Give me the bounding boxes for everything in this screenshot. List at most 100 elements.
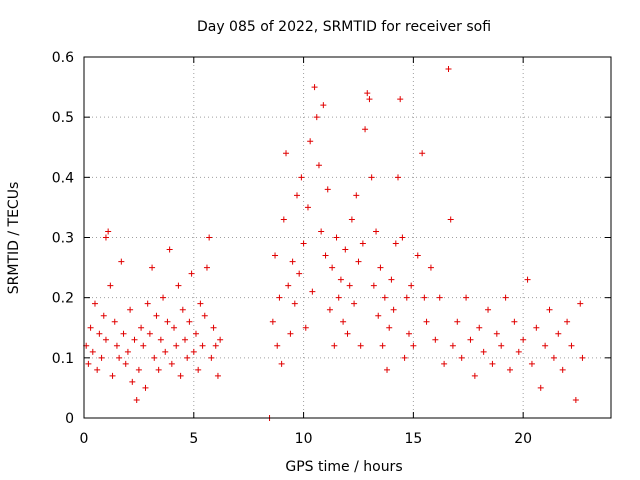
data-point <box>160 294 167 301</box>
data-point <box>164 318 171 325</box>
data-point <box>188 270 195 277</box>
data-point <box>100 312 107 319</box>
data-point <box>375 312 382 319</box>
data-point <box>155 366 162 373</box>
y-tick-label: 0.2 <box>52 291 74 307</box>
data-point <box>550 354 557 361</box>
y-tick-label: 0.4 <box>52 170 74 186</box>
data-point <box>388 276 395 283</box>
data-point <box>272 252 279 259</box>
data-point <box>203 264 210 271</box>
data-point <box>89 348 96 355</box>
data-point <box>179 306 186 313</box>
data-point <box>337 276 344 283</box>
y-tick-label: 0 <box>65 411 74 427</box>
data-point <box>506 366 513 373</box>
data-point <box>577 300 584 307</box>
data-point <box>390 306 397 313</box>
data-point <box>421 294 428 301</box>
data-point <box>502 294 509 301</box>
data-point <box>520 336 527 343</box>
data-point <box>445 66 452 73</box>
data-point <box>405 330 412 337</box>
data-point <box>208 354 215 361</box>
data-point <box>498 342 505 349</box>
data-point <box>190 348 197 355</box>
data-point <box>370 282 377 289</box>
data-point <box>157 336 164 343</box>
data-point <box>133 396 140 403</box>
data-point <box>333 234 340 241</box>
y-axis-label: SRMTID / TECUs <box>6 182 22 295</box>
data-point <box>579 354 586 361</box>
data-point <box>85 360 92 367</box>
data-point <box>366 96 373 103</box>
data-point <box>304 204 311 211</box>
data-point <box>120 330 127 337</box>
data-point <box>357 342 364 349</box>
data-point <box>212 342 219 349</box>
data-point <box>214 372 221 379</box>
data-point <box>285 282 292 289</box>
data-point <box>441 360 448 367</box>
data-point <box>362 126 369 133</box>
data-point <box>102 234 109 241</box>
data-point <box>399 234 406 241</box>
data-point <box>311 84 318 91</box>
data-point <box>278 360 285 367</box>
data-point <box>353 192 360 199</box>
data-point <box>153 312 160 319</box>
data-point <box>109 372 116 379</box>
data-point <box>127 306 134 313</box>
data-point <box>408 282 415 289</box>
data-point <box>373 228 380 235</box>
data-point <box>116 354 123 361</box>
data-point <box>467 336 474 343</box>
data-point <box>111 318 118 325</box>
data-point <box>182 336 189 343</box>
data-point <box>149 264 156 271</box>
data-point <box>113 342 120 349</box>
data-point <box>162 348 169 355</box>
data-point <box>427 264 434 271</box>
data-point <box>151 354 158 361</box>
data-point <box>436 294 443 301</box>
data-point <box>346 282 353 289</box>
plot-frame <box>83 56 612 419</box>
data-point <box>302 324 309 331</box>
data-point <box>331 342 338 349</box>
data-point <box>195 366 202 373</box>
data-point <box>124 348 131 355</box>
data-point <box>186 318 193 325</box>
data-point <box>403 294 410 301</box>
data-point <box>291 300 298 307</box>
data-point <box>489 360 496 367</box>
data-point <box>351 300 358 307</box>
data-point <box>368 174 375 181</box>
grid <box>84 57 611 418</box>
data-point <box>199 342 206 349</box>
data-point <box>105 228 112 235</box>
data-point <box>511 318 518 325</box>
y-tick-label: 0.5 <box>52 110 74 126</box>
data-point <box>348 216 355 223</box>
data-point <box>410 342 417 349</box>
data-point <box>102 336 109 343</box>
data-point <box>175 282 182 289</box>
data-point <box>377 264 384 271</box>
data-point <box>168 360 175 367</box>
data-point <box>528 360 535 367</box>
data-points <box>83 66 586 421</box>
data-point <box>386 324 393 331</box>
data-point <box>210 324 217 331</box>
x-tick-label: 0 <box>80 431 89 447</box>
data-point <box>564 318 571 325</box>
data-point <box>217 336 224 343</box>
data-point <box>447 216 454 223</box>
data-point <box>355 258 362 265</box>
data-point <box>335 294 342 301</box>
data-point <box>122 360 129 367</box>
data-point <box>401 354 408 361</box>
axis-ticks: 0 0.1 0.2 0.3 0.4 0.5 0.6 0 5 10 15 20 <box>52 50 611 447</box>
